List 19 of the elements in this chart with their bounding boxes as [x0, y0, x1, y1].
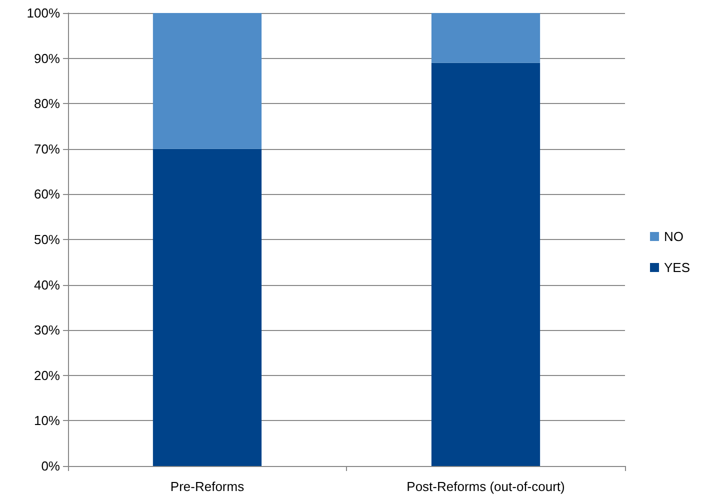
y-tick-label: 0% [41, 458, 60, 474]
y-tick-label: 40% [34, 277, 60, 292]
x-tick-label: Pre-Reforms [170, 479, 245, 494]
legend-label: NO [664, 229, 684, 244]
y-tick-label: 60% [34, 186, 60, 202]
y-tick-label: 10% [34, 413, 60, 428]
bar [431, 62, 540, 466]
y-tick-label: 50% [34, 232, 60, 247]
y-tick-label: 80% [34, 96, 60, 112]
y-tick-label: 100% [26, 6, 60, 20]
x-tick-label: Post-Reforms (out-of-court) [406, 479, 565, 494]
y-tick-label: 70% [34, 141, 60, 156]
y-tick-label: 30% [34, 322, 60, 338]
bar [152, 13, 262, 149]
bar [431, 13, 540, 63]
bar [152, 148, 262, 466]
y-tick-label: 20% [34, 368, 60, 383]
y-tick-label: 90% [34, 50, 60, 66]
legend-label: YES [664, 260, 690, 275]
